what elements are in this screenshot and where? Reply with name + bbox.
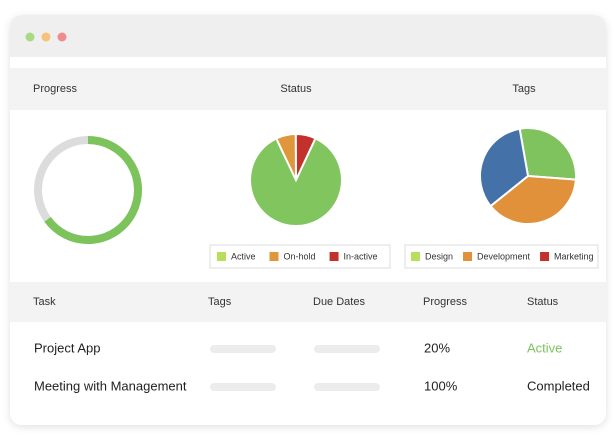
- column-header: Tags: [208, 296, 232, 308]
- legend-label: In-active: [344, 251, 378, 261]
- window-dot[interactable]: [25, 32, 35, 42]
- legend-swatch: [217, 252, 226, 261]
- panel-title: Status: [280, 83, 312, 95]
- legend-label: Marketing: [554, 251, 594, 261]
- legend-label: On-hold: [284, 251, 316, 261]
- column-header: Task: [33, 296, 56, 308]
- legend-label: Design: [425, 251, 453, 261]
- progress-arc: [44, 136, 142, 244]
- task-name: Meeting with Management: [34, 378, 187, 393]
- task-name: Project App: [34, 340, 101, 355]
- legend-box: [209, 244, 391, 269]
- pie-slice: [518, 127, 577, 181]
- panel-title: Tags: [512, 83, 536, 95]
- panel-title: Progress: [33, 83, 78, 95]
- placeholder-bar: [210, 345, 276, 353]
- column-header: Status: [527, 296, 559, 308]
- legend-box: [404, 244, 599, 269]
- column-header: Due Dates: [313, 296, 365, 308]
- legend-label: Development: [477, 251, 531, 261]
- column-header: Progress: [423, 296, 468, 308]
- pie-slice: [294, 132, 317, 181]
- legend-label: Active: [231, 251, 256, 261]
- table-header: [10, 282, 606, 322]
- legend-swatch: [329, 252, 339, 261]
- panel-header: [10, 68, 606, 110]
- pie-slice: [489, 174, 577, 225]
- legend-swatch: [463, 252, 473, 261]
- placeholder-bar: [210, 383, 276, 391]
- progress-text: 100%: [424, 378, 458, 393]
- placeholder-bar: [314, 383, 380, 391]
- window-dot[interactable]: [57, 32, 67, 42]
- legend-swatch: [411, 252, 420, 261]
- title-bar: [10, 15, 606, 57]
- legend-swatch: [269, 252, 279, 261]
- placeholder-bar: [314, 345, 380, 353]
- progress-text: 20%: [424, 340, 450, 355]
- pie-slice: [249, 136, 343, 227]
- pie-slice: [479, 127, 530, 208]
- status-text: Completed: [527, 378, 590, 393]
- status-text: Active: [527, 340, 562, 355]
- legend-swatch: [540, 252, 550, 261]
- window-dot[interactable]: [41, 32, 51, 42]
